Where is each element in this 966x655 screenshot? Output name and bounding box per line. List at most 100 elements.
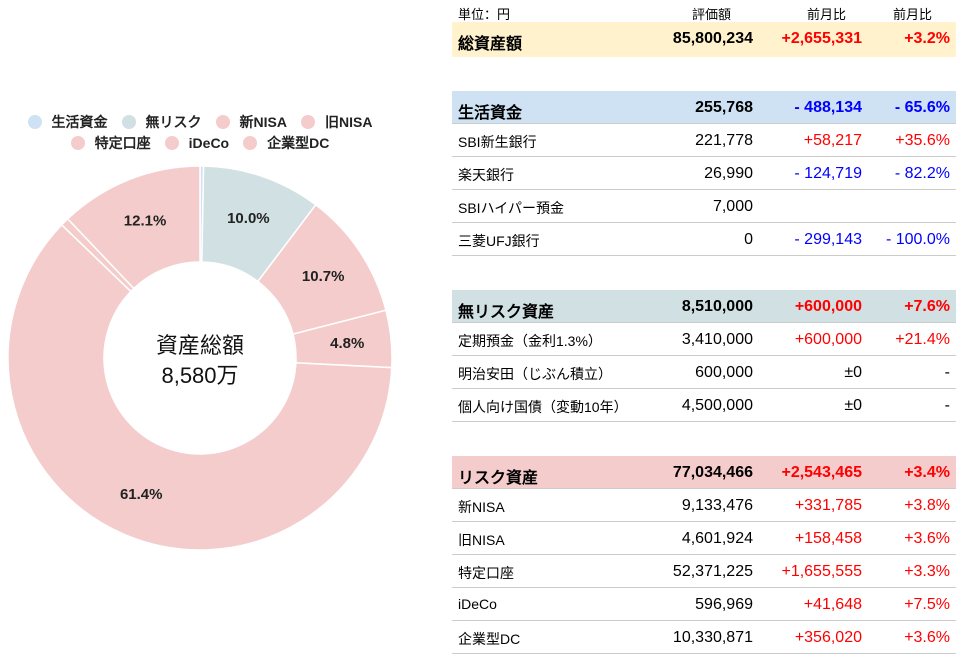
row-value: 26,990	[704, 165, 753, 182]
row-value: 255,768	[695, 99, 753, 116]
row-pct: +35.6%	[895, 132, 950, 149]
legend-dot	[121, 115, 136, 129]
row-pct: +3.8%	[904, 497, 950, 514]
table-row: SBI新生銀行 221,778 +58,217 +35.6%	[452, 124, 956, 157]
legend-dot	[27, 115, 42, 129]
row-pct: -	[944, 397, 950, 414]
row-diff: +158,458	[794, 530, 862, 547]
row-name: 楽天銀行	[458, 167, 514, 183]
row-value: 77,034,466	[672, 464, 753, 481]
table-row: 定期預金（金利1.3%） 3,410,000 +600,000 +21.4%	[452, 323, 956, 356]
row-value: 4,500,000	[681, 397, 753, 414]
table-row: 三菱UFJ銀行 0 - 299,143 - 100.0%	[452, 223, 956, 256]
table-row: 旧NISA 4,601,924 +158,458 +3.6%	[452, 522, 956, 555]
slice-label: 4.8%	[330, 335, 364, 352]
legend-item[interactable]: 新NISA	[215, 112, 287, 133]
slice-企業型DC[interactable]	[66, 165, 201, 290]
legend-label: 新NISA	[239, 114, 287, 130]
section-header-row: 無リスク資産 8,510,000 +600,000 +7.6%	[452, 290, 956, 323]
table-row: 個人向け国債（変動10年） 4,500,000 ±0 -	[452, 389, 956, 422]
legend-dot	[243, 136, 258, 150]
legend-item[interactable]: 旧NISA	[301, 112, 372, 133]
row-name: 定期預金（金利1.3%）	[458, 333, 602, 349]
table-row: 明治安田（じぶん積立） 600,000 ±0 -	[452, 356, 956, 389]
row-pct: +7.5%	[904, 596, 950, 613]
row-diff: ±0	[844, 364, 862, 381]
legend-label: 企業型DC	[267, 135, 330, 151]
slice-label: 10.0%	[227, 210, 270, 227]
row-diff: ±0	[844, 397, 862, 414]
table-row: SBIハイパー預金 7,000	[452, 190, 956, 223]
row-pct: +7.6%	[904, 298, 950, 315]
row-name: 明治安田（じぶん積立）	[458, 366, 612, 382]
row-pct: +21.4%	[895, 331, 950, 348]
unit-label: 単位：円	[458, 7, 511, 22]
row-diff: +2,655,331	[781, 30, 862, 47]
row-name: 新NISA	[458, 499, 505, 515]
row-pct: -	[944, 364, 950, 381]
row-diff: +41,648	[803, 596, 862, 613]
row-diff: - 124,719	[794, 165, 862, 182]
row-diff: +356,020	[794, 629, 862, 646]
legend-item[interactable]: 無リスク	[121, 112, 202, 133]
legend-dot	[215, 115, 230, 129]
legend-label: 旧NISA	[325, 114, 373, 130]
slice-特定口座[interactable]	[7, 223, 393, 551]
row-name: 無リスク資産	[458, 304, 555, 321]
table-row: iDeCo 596,969 +41,648 +7.5%	[452, 588, 956, 621]
row-diff: - 488,134	[794, 99, 862, 116]
legend-label: 特定口座	[94, 135, 151, 151]
legend-label: 生活資金	[51, 114, 108, 130]
row-name: SBIハイパー預金	[458, 200, 565, 216]
table-row: 企業型DC 10,330,871 +356,020 +3.6%	[452, 621, 956, 654]
row-value: 3,410,000	[681, 331, 753, 348]
row-diff: +600,000	[794, 298, 862, 315]
row-value: 4,601,924	[681, 530, 753, 547]
row-value: 8,510,000	[681, 298, 753, 315]
row-value: 600,000	[695, 364, 753, 381]
row-value: 52,371,225	[672, 563, 753, 580]
legend-item[interactable]: 特定口座	[70, 133, 151, 154]
row-value: 10,330,871	[672, 629, 753, 646]
row-name: 企業型DC	[458, 631, 521, 647]
row-value: 221,778	[695, 132, 753, 149]
legend-item[interactable]: 生活資金	[27, 112, 108, 133]
row-diff: +331,785	[794, 497, 862, 514]
row-value: 85,800,234	[672, 30, 753, 47]
asset-table: 単位：円 評価額 前月比 前月比 総資産額 85,800,234 +2,655,331 …	[452, 0, 956, 654]
row-diff: - 299,143	[794, 231, 862, 248]
table-row: 楽天銀行 26,990 - 124,719 - 82.2%	[452, 157, 956, 190]
row-pct: - 82.2%	[894, 165, 950, 182]
section-header-row: リスク資産 77,034,466 +2,543,465 +3.4%	[452, 456, 956, 489]
slice-label: 10.7%	[302, 268, 345, 285]
row-name: SBI新生銀行	[458, 134, 537, 150]
legend-label: iDeCo	[188, 135, 230, 151]
row-name: 個人向け国債（変動10年）	[458, 399, 628, 415]
center-total: 8,580万	[161, 363, 238, 388]
row-diff: +600,000	[794, 331, 862, 348]
chart-legend: 生活資金 無リスク 新NISA 旧NISA 特定口座 iDeCo 企業型DC	[0, 112, 400, 154]
pct-header: 前月比	[892, 7, 932, 22]
row-pct: +3.4%	[904, 464, 950, 481]
table-row: 新NISA 9,133,476 +331,785 +3.8%	[452, 489, 956, 522]
total-row: 総資産額 85,800,234 +2,655,331 +3.2%	[452, 22, 956, 57]
legend-item[interactable]: 企業型DC	[243, 133, 329, 154]
row-name: iDeCo	[458, 596, 497, 612]
row-name: 三菱UFJ銀行	[458, 233, 540, 249]
legend-dot	[301, 115, 315, 129]
legend-item[interactable]: iDeCo	[164, 133, 230, 154]
legend-dot	[164, 136, 179, 150]
row-name: 生活資金	[458, 105, 523, 122]
value-header: 評価額	[691, 7, 731, 22]
donut-chart: 10.0% 10.7% 4.8% 61.4% 12.1% 資産総額 8,580万	[7, 165, 393, 551]
row-name: 総資産額	[458, 36, 523, 53]
table-header: 単位：円 評価額 前月比 前月比	[452, 0, 956, 22]
center-total: 資産総額	[156, 333, 244, 358]
row-pct: +3.6%	[904, 530, 950, 547]
row-name: 旧NISA	[458, 532, 505, 548]
slice-label: 12.1%	[124, 213, 167, 230]
row-value: 596,969	[695, 596, 753, 613]
row-pct: +3.2%	[904, 30, 950, 47]
diff-header: 前月比	[806, 7, 846, 22]
table-row: 特定口座 52,371,225 +1,655,555 +3.3%	[452, 555, 956, 588]
